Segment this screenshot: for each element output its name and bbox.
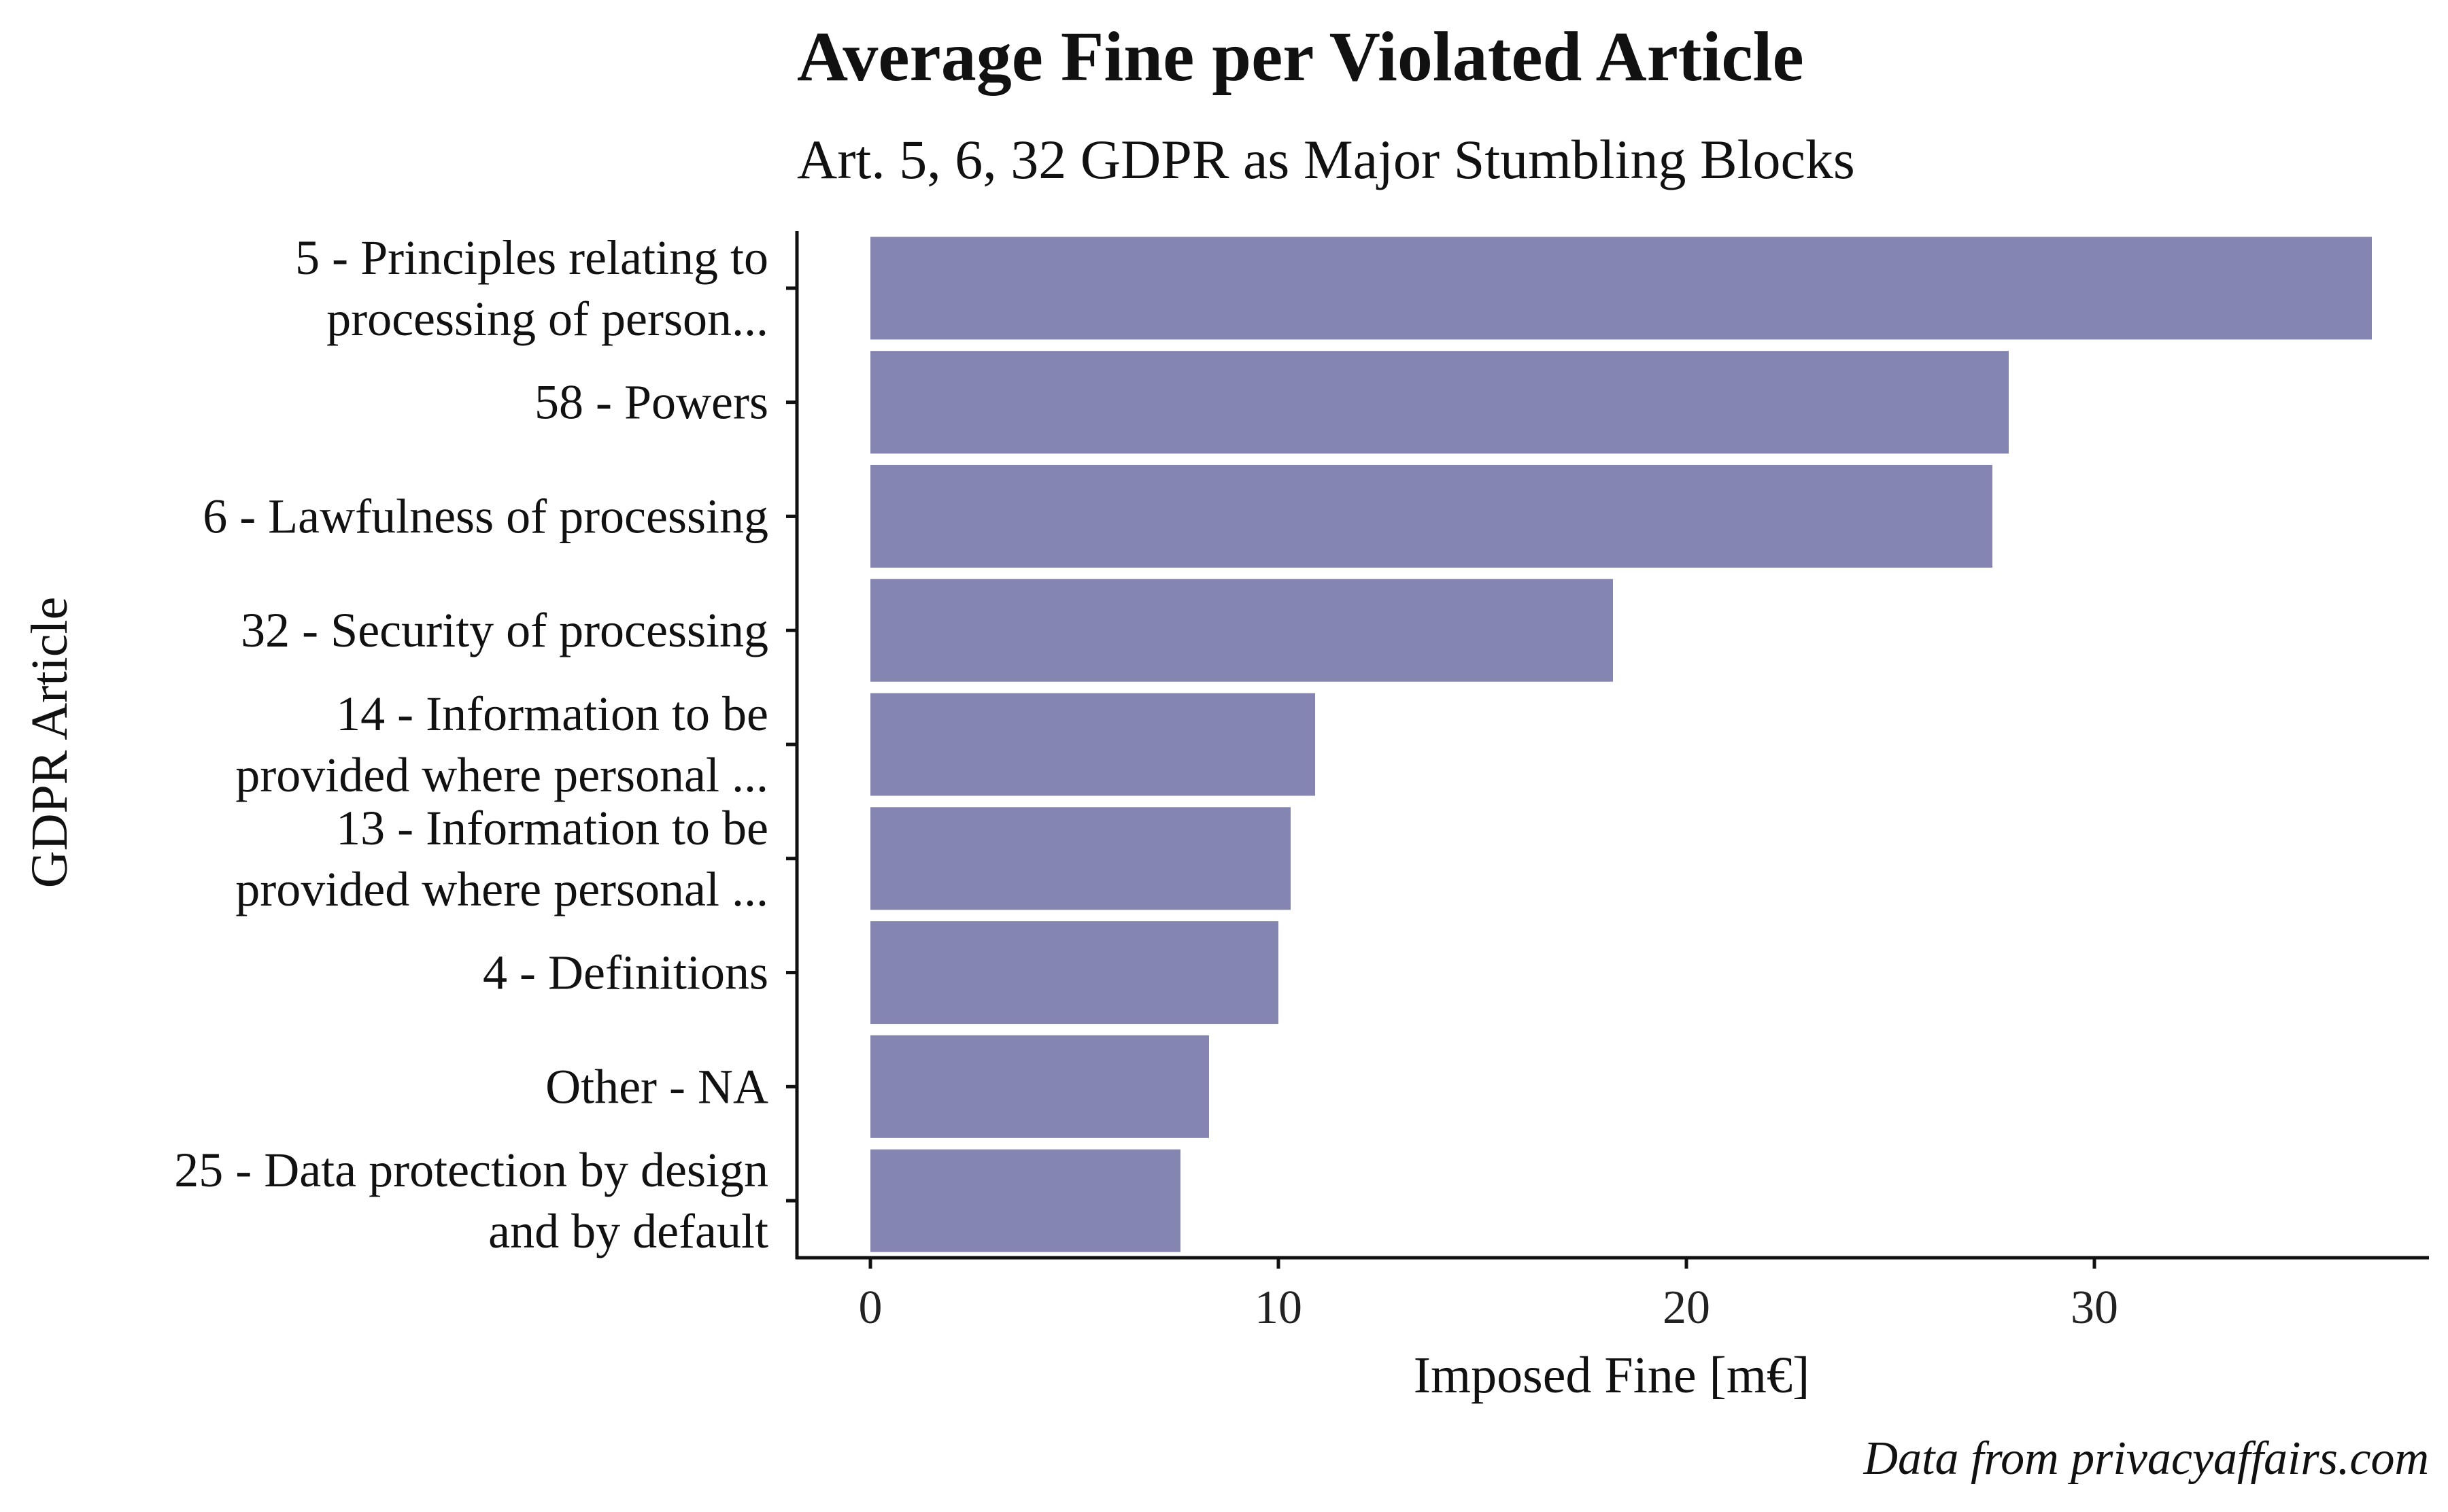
chart-caption: Data from privacyaffairs.com [1863,1432,2430,1485]
chart-title: Average Fine per Violated Article [797,18,1804,96]
category-label: 14 - Information to be provided where per… [235,687,768,802]
category-label: 13 - Information to be provided where per… [235,801,768,916]
bars-layer [870,237,2372,1252]
chart-subtitle: Art. 5, 6, 32 GDPR as Major Stumbling Bl… [797,128,1855,190]
bar [870,351,2009,454]
x-tick-label: 10 [1255,1282,1302,1334]
x-tick-label: 20 [1663,1282,1710,1334]
bar [870,807,1291,910]
category-labels: 5 - Principles relating to processing of … [174,230,768,1258]
x-tick-label: 30 [2071,1282,2118,1334]
y-axis-ticks [786,286,797,1203]
bar [870,693,1315,796]
x-tick-label: 0 [859,1282,883,1334]
bar [870,579,1613,682]
bar [870,921,1278,1025]
x-axis-title: Imposed Fine [m€] [1414,1347,1810,1404]
x-axis-ticks: 0 10 20 30 [859,1258,2118,1334]
category-label: 25 - Data protection by design and by def… [174,1143,768,1258]
category-label: 58 - Powers [534,375,768,430]
y-axis-title: GDPR Article [21,597,78,889]
bar [870,237,2372,340]
bar [870,1035,1209,1138]
category-label: 4 - Definitions [483,946,768,1000]
category-label: 6 - Lawfulness of processing [203,489,768,543]
category-label: 5 - Principles relating to processing of … [295,230,768,346]
category-label: 32 - Security of processing [241,603,768,657]
bar [870,1149,1180,1252]
bar [870,464,1992,568]
category-label: Other - NA [545,1059,768,1114]
